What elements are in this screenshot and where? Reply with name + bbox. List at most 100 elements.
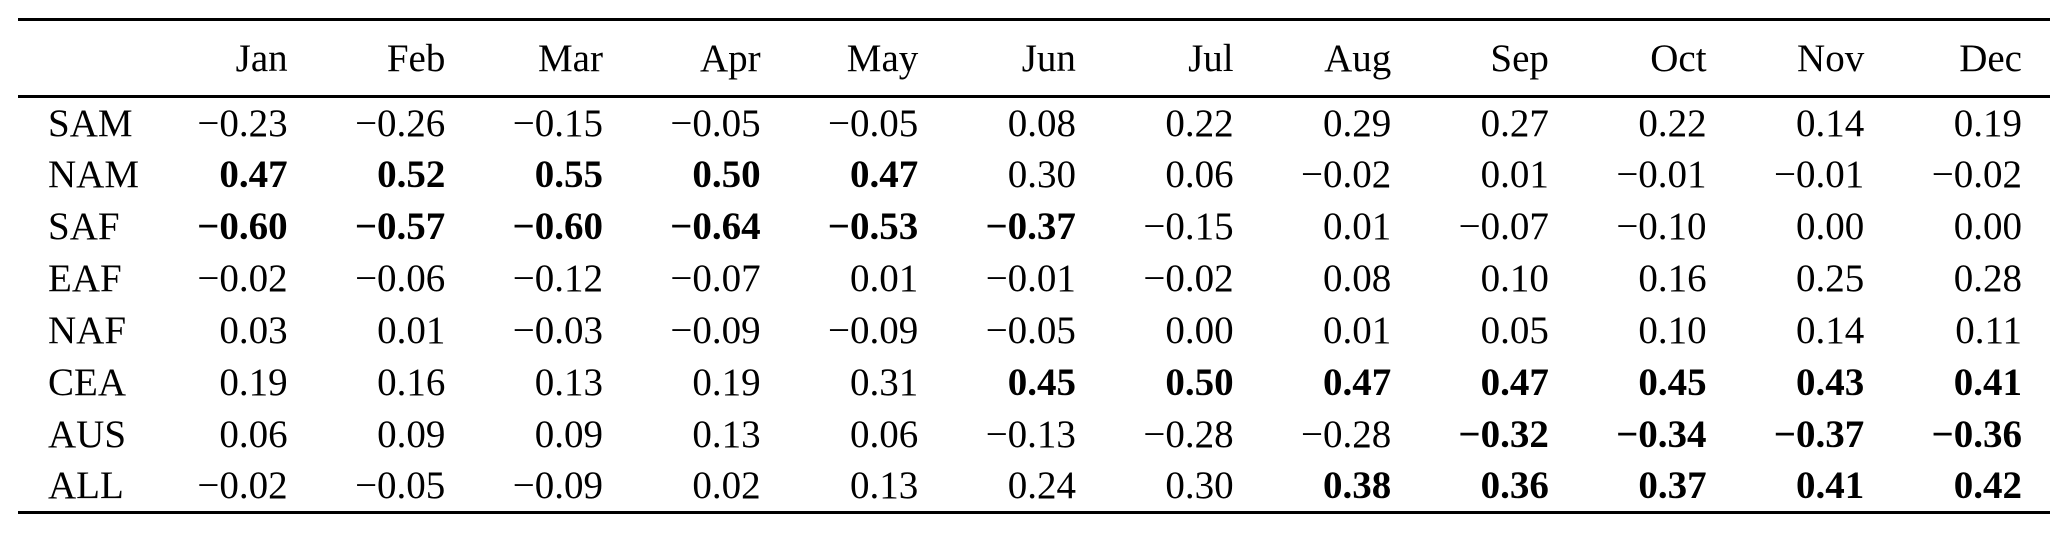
cell-saf-jun: −0.37 [985, 205, 1076, 248]
cell-saf-may: −0.53 [827, 205, 919, 248]
cell-aus-sep: −0.32 [1458, 413, 1549, 456]
table-row-eaf: EAF −0.02 −0.06 −0.12 −0.07 0.01 −0.01 −0.02 0.0… [18, 253, 2050, 305]
cell-cea-feb: 0.16 [377, 361, 446, 404]
cell-saf-sep: −0.07 [1458, 205, 1549, 248]
table-row-sam: SAM −0.23 −0.26 −0.15 −0.05 −0.05 0.08 0.22 0.29… [18, 97, 2050, 149]
cell-naf-nov: 0.14 [1795, 309, 1865, 352]
cell-sam-jan: −0.23 [197, 101, 288, 145]
cell-naf-aug: 0.01 [1323, 309, 1392, 352]
column-header-oct: Oct [1576, 19, 1735, 98]
column-header-aug: Aug [1261, 19, 1420, 98]
cell-cea-oct: 0.45 [1638, 361, 1707, 404]
cell-nam-nov: −0.01 [1773, 153, 1865, 196]
table-row-saf: SAF −0.60 −0.57 −0.60 −0.64 −0.53 −0.37 −0.15 0.… [18, 201, 2050, 253]
cell-eaf-sep: 0.10 [1480, 257, 1549, 300]
row-label: SAF [48, 205, 120, 248]
cell-all-jul: 0.30 [1165, 464, 1234, 508]
cell-aus-nov: −0.37 [1773, 413, 1865, 456]
cell-eaf-jan: −0.02 [197, 257, 288, 300]
table-row-naf: NAF 0.03 0.01 −0.03 −0.09 −0.09 −0.05 0.00 0.01 0… [18, 305, 2050, 357]
column-header-may: May [788, 19, 947, 98]
cell-sam-may: −0.05 [828, 101, 919, 145]
cell-all-sep: 0.36 [1480, 464, 1549, 508]
cell-aus-jan: 0.06 [219, 413, 288, 456]
column-header-jun: Jun [946, 19, 1104, 98]
cell-cea-nov: 0.43 [1795, 361, 1865, 404]
cell-sam-jun: 0.08 [1007, 101, 1076, 145]
table-body: SAM −0.23 −0.26 −0.15 −0.05 −0.05 0.08 0.22 0.29… [18, 97, 2050, 513]
cell-nam-jul: 0.06 [1165, 153, 1234, 196]
cell-saf-feb: −0.57 [354, 205, 446, 248]
cell-all-mar: −0.09 [512, 464, 603, 508]
cell-nam-aug: −0.02 [1301, 153, 1392, 196]
cell-nam-oct: −0.01 [1616, 153, 1707, 196]
column-header-mar: Mar [473, 19, 631, 98]
cell-saf-aug: 0.01 [1323, 205, 1392, 248]
cell-eaf-jul: −0.02 [1143, 257, 1234, 300]
table-row-cea: CEA 0.19 0.16 0.13 0.19 0.31 0.45 0.50 0.47 0.47 0… [18, 357, 2050, 409]
cell-nam-feb: 0.52 [377, 153, 446, 196]
monthly-correlation-table: Jan Feb Mar Apr May Jun Jul Aug Sep Oct Nov Dec SAM… [18, 18, 2050, 514]
corner-cell [18, 19, 158, 98]
cell-aus-jun: −0.13 [985, 413, 1076, 456]
cell-saf-nov: 0.00 [1795, 205, 1865, 248]
cell-aus-oct: −0.34 [1616, 413, 1707, 456]
cell-all-feb: −0.05 [355, 464, 446, 508]
cell-saf-dec: 0.00 [1953, 205, 2022, 248]
cell-saf-apr: −0.64 [670, 205, 761, 248]
cell-eaf-dec: 0.28 [1953, 257, 2022, 300]
cell-all-jan: −0.02 [197, 464, 288, 508]
table-row-nam: NAM 0.47 0.52 0.55 0.50 0.47 0.30 0.06 −0.02 0.01… [18, 149, 2050, 201]
cell-all-oct: 0.37 [1638, 464, 1707, 508]
cell-naf-feb: 0.01 [377, 309, 446, 352]
cell-saf-jan: −0.60 [197, 205, 288, 248]
column-header-nov: Nov [1734, 19, 1893, 98]
row-label: EAF [48, 257, 122, 300]
cell-aus-jul: −0.28 [1143, 413, 1234, 456]
header-row: Jan Feb Mar Apr May Jun Jul Aug Sep Oct Nov Dec [18, 19, 2050, 98]
column-header-feb: Feb [315, 19, 474, 98]
cell-aus-feb: 0.09 [377, 413, 446, 456]
row-label: ALL [48, 464, 124, 508]
cell-sam-sep: 0.27 [1480, 101, 1549, 145]
cell-naf-jun: −0.05 [985, 309, 1076, 352]
cell-eaf-oct: 0.16 [1638, 257, 1707, 300]
cell-aus-mar: 0.09 [534, 413, 603, 456]
row-label: CEA [48, 361, 126, 404]
column-header-sep: Sep [1419, 19, 1577, 98]
cell-nam-apr: 0.50 [692, 153, 761, 196]
cell-cea-dec: 0.41 [1953, 361, 2022, 404]
column-header-apr: Apr [630, 19, 789, 98]
column-header-jan: Jan [158, 19, 316, 98]
cell-all-dec: 0.42 [1953, 464, 2022, 508]
cell-sam-jul: 0.22 [1165, 101, 1234, 145]
row-label: AUS [48, 413, 127, 456]
cell-cea-may: 0.31 [850, 361, 919, 404]
cell-sam-nov: 0.14 [1795, 101, 1865, 145]
cell-aus-apr: 0.13 [692, 413, 761, 456]
cell-nam-may: 0.47 [850, 153, 919, 196]
cell-sam-mar: −0.15 [512, 101, 603, 145]
cell-nam-sep: 0.01 [1480, 153, 1549, 196]
cell-sam-oct: 0.22 [1638, 101, 1707, 145]
cell-sam-feb: −0.26 [355, 101, 446, 145]
cell-saf-oct: −0.10 [1616, 205, 1707, 248]
table-row-all: ALL −0.02 −0.05 −0.09 0.02 0.13 0.24 0.30 0.38 0.… [18, 461, 2050, 513]
cell-eaf-may: 0.01 [850, 257, 919, 300]
cell-saf-mar: −0.60 [512, 205, 603, 248]
cell-aus-dec: −0.36 [1931, 413, 2022, 456]
cell-saf-jul: −0.15 [1143, 205, 1234, 248]
column-header-jul: Jul [1103, 19, 1262, 98]
cell-cea-aug: 0.47 [1323, 361, 1392, 404]
cell-cea-sep: 0.47 [1480, 361, 1549, 404]
column-header-dec: Dec [1892, 19, 2050, 98]
cell-aus-aug: −0.28 [1301, 413, 1392, 456]
cell-nam-jan: 0.47 [219, 153, 288, 196]
cell-eaf-feb: −0.06 [355, 257, 446, 300]
cell-naf-oct: 0.10 [1638, 309, 1707, 352]
cell-nam-jun: 0.30 [1007, 153, 1076, 196]
cell-nam-dec: −0.02 [1931, 153, 2022, 196]
cell-all-nov: 0.41 [1795, 464, 1865, 508]
cell-eaf-nov: 0.25 [1795, 257, 1865, 300]
cell-eaf-mar: −0.12 [512, 257, 603, 300]
